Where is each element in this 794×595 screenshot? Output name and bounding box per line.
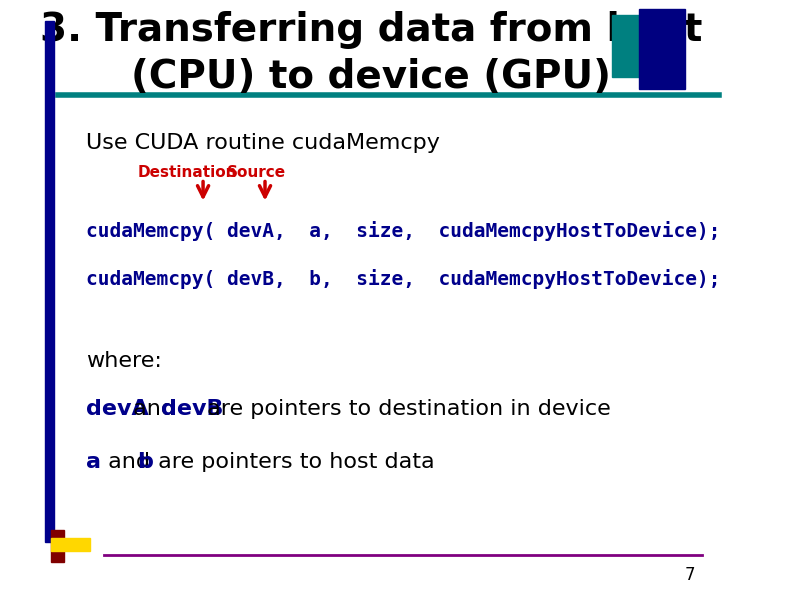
Text: devB: devB — [161, 399, 224, 419]
Text: are pointers to host data: are pointers to host data — [151, 452, 434, 472]
Text: cudaMemcpy( devB,  b,  size,  cudaMemcpyHostToDevice);: cudaMemcpy( devB, b, size, cudaMemcpyHos… — [86, 268, 721, 289]
Text: 3. Transferring data from host
(CPU) to device (GPU): 3. Transferring data from host (CPU) to … — [40, 11, 703, 96]
Text: and: and — [125, 399, 182, 419]
Text: devA: devA — [86, 399, 149, 419]
Bar — [52, 538, 90, 550]
Bar — [45, 21, 55, 542]
Text: cudaMemcpy( devA,  a,  size,  cudaMemcpyHostToDevice);: cudaMemcpy( devA, a, size, cudaMemcpyHos… — [86, 221, 721, 241]
Text: Use CUDA routine cudaMemcpy: Use CUDA routine cudaMemcpy — [86, 133, 440, 152]
Text: Destination: Destination — [137, 165, 237, 180]
Text: and: and — [102, 452, 157, 472]
Text: where:: where: — [86, 352, 162, 371]
Text: Source: Source — [227, 165, 286, 180]
Text: b: b — [137, 452, 152, 472]
Text: a: a — [86, 452, 101, 472]
Bar — [52, 530, 64, 562]
Bar — [639, 10, 684, 89]
Text: 7: 7 — [684, 566, 695, 584]
Text: are pointers to destination in device: are pointers to destination in device — [199, 399, 611, 419]
Bar — [611, 15, 674, 77]
